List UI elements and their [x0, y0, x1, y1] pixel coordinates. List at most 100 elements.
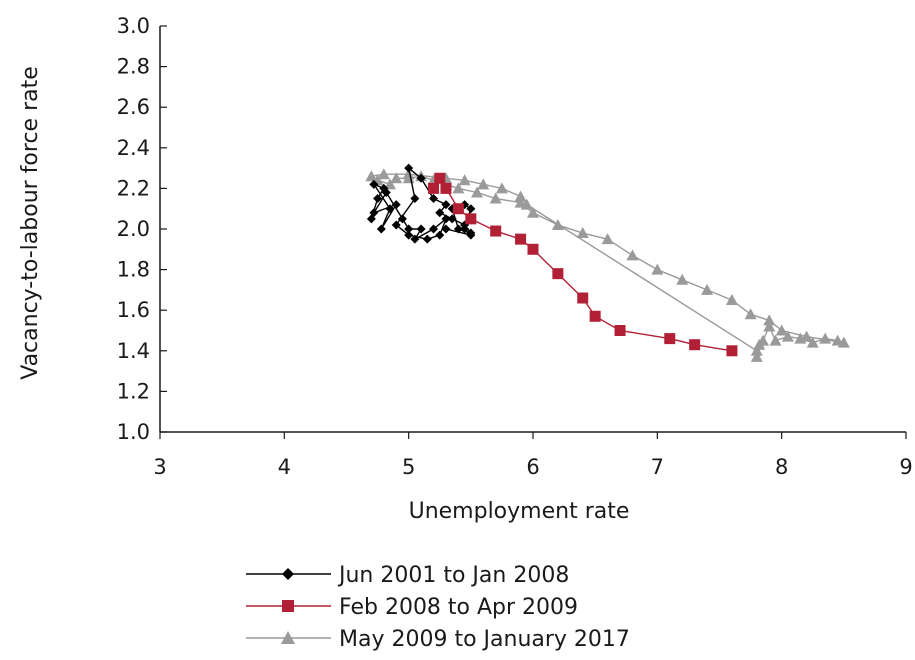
data-point — [750, 350, 763, 362]
data-point — [391, 220, 401, 230]
data-point — [441, 224, 451, 234]
data-point — [429, 194, 439, 204]
data-point — [441, 200, 451, 210]
data-point — [416, 224, 426, 234]
data-point — [490, 225, 502, 237]
data-point — [806, 336, 819, 348]
x-axis-title: Unemployment rate — [409, 499, 630, 524]
y-tick-label: 2.2 — [117, 176, 150, 200]
x-tick-label: 6 — [526, 455, 539, 479]
data-point — [465, 213, 477, 225]
data-point — [676, 273, 689, 285]
data-point — [434, 172, 446, 184]
data-point — [775, 324, 788, 336]
data-point — [397, 214, 407, 224]
data-point — [458, 174, 471, 186]
data-point — [689, 339, 701, 351]
data-point — [410, 194, 420, 204]
data-point — [390, 172, 403, 184]
data-point — [489, 192, 502, 204]
legend-item-series-2: Feb 2008 to Apr 2009 — [246, 595, 578, 620]
data-point — [514, 190, 527, 202]
x-tick-label: 7 — [651, 455, 664, 479]
data-point — [800, 330, 813, 342]
x-tick-label: 5 — [402, 455, 415, 479]
series-line — [432, 177, 733, 352]
data-point — [404, 230, 414, 240]
y-tick-label: 2.0 — [117, 217, 150, 241]
legend: Jun 2001 to Jan 2008 Feb 2008 to Apr 200… — [246, 563, 630, 652]
data-point — [376, 224, 386, 234]
data-point — [520, 198, 533, 210]
plot-area — [365, 163, 850, 362]
data-point — [763, 320, 776, 332]
data-point — [410, 234, 420, 244]
legend-item-series-3: May 2009 to January 2017 — [246, 627, 630, 652]
data-point — [373, 194, 383, 204]
y-tick-label: 1.8 — [117, 258, 150, 282]
x-tick-label: 3 — [153, 455, 166, 479]
data-point — [744, 308, 757, 320]
data-point — [753, 338, 766, 350]
data-point — [384, 178, 397, 190]
y-tick-label: 3.0 — [117, 14, 150, 38]
data-point — [664, 333, 676, 345]
legend-marker-series-3 — [281, 631, 295, 644]
data-point — [651, 263, 664, 275]
data-point — [402, 168, 415, 180]
data-point — [552, 268, 564, 280]
y-tick-label: 2.6 — [117, 95, 150, 119]
data-point — [435, 230, 445, 240]
data-point — [577, 292, 589, 304]
legend-label-series-2: Feb 2008 to Apr 2009 — [339, 595, 578, 620]
series-3 — [365, 168, 850, 362]
data-point — [452, 182, 465, 194]
data-point — [725, 294, 738, 306]
data-point — [391, 200, 401, 210]
legend-marker-series-1 — [282, 568, 294, 580]
y-tick-label: 1.2 — [117, 379, 150, 403]
y-tick-label: 1.6 — [117, 298, 150, 322]
data-point — [365, 170, 378, 182]
data-point — [527, 243, 539, 255]
data-point — [452, 203, 464, 215]
data-point — [466, 204, 476, 214]
legend-marker-series-2 — [282, 600, 294, 612]
y-axis-ticks: 1.0 1.2 1.4 1.6 1.8 2.0 2.2 2.4 2.6 2.8 3.0 — [117, 14, 167, 444]
data-point — [471, 186, 484, 198]
data-point — [495, 182, 508, 194]
data-point — [429, 224, 439, 234]
y-tick-label: 2.8 — [117, 55, 150, 79]
data-point — [453, 224, 463, 234]
series-2 — [428, 172, 738, 357]
y-tick-label: 1.4 — [117, 339, 150, 363]
x-tick-label: 8 — [775, 455, 788, 479]
series-1 — [366, 163, 476, 244]
data-point — [460, 224, 470, 234]
data-point — [527, 206, 539, 218]
data-point — [441, 214, 451, 224]
data-point — [381, 187, 391, 197]
data-point — [369, 179, 379, 189]
x-tick-label: 9 — [899, 455, 912, 479]
data-point — [416, 173, 426, 183]
data-point — [435, 208, 445, 218]
axes — [159, 26, 906, 433]
data-point — [447, 214, 457, 224]
data-point — [614, 325, 626, 336]
data-point — [837, 336, 850, 348]
data-point — [763, 314, 776, 326]
y-axis-title: Vacancy-to-labour force rate — [18, 66, 43, 380]
data-point — [404, 163, 414, 173]
x-axis-ticks: 3 4 5 6 7 8 9 — [153, 432, 913, 479]
data-point — [576, 227, 589, 239]
data-point — [819, 332, 832, 344]
y-tick-label: 1.0 — [117, 420, 150, 444]
data-point — [781, 330, 794, 342]
data-point — [422, 234, 432, 244]
data-point — [769, 334, 782, 346]
data-point — [601, 233, 614, 245]
data-point — [726, 345, 738, 357]
data-point — [551, 218, 564, 230]
